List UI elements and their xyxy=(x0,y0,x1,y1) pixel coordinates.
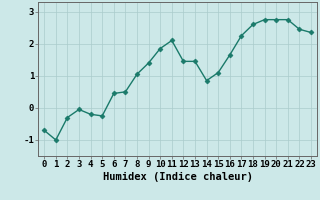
X-axis label: Humidex (Indice chaleur): Humidex (Indice chaleur) xyxy=(103,172,252,182)
